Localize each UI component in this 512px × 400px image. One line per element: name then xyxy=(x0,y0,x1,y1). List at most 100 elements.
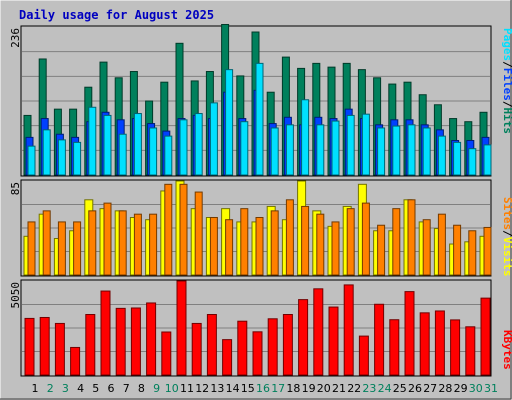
sites-bar xyxy=(453,224,462,276)
x-tick-label: 18 xyxy=(286,382,300,395)
x-tick-label: 30 xyxy=(469,382,483,395)
visits-legend: Sites/Visits xyxy=(501,197,512,277)
legend-sep-3: / xyxy=(501,230,512,237)
sites-bar xyxy=(194,191,203,276)
x-tick-label: 24 xyxy=(378,382,392,395)
kbytes-bar xyxy=(389,319,400,376)
hits-max-tick: 236 xyxy=(9,28,22,48)
sites-bar xyxy=(468,230,477,276)
hits-legend: Pages/Files/Hits xyxy=(501,28,512,134)
pages-bar xyxy=(301,99,310,176)
x-tick-label: 9 xyxy=(153,382,160,395)
x-tick-label: 6 xyxy=(108,382,115,395)
kbytes-bar xyxy=(252,331,263,376)
sites-bar xyxy=(270,210,279,276)
x-axis-labels: 1 2 3 4 5 6 7 8 9 10 11 12 13 14 15 16 17 18 19 20 21 22 23 24 2… xyxy=(32,382,499,395)
sites-bar xyxy=(179,183,188,276)
pages-bar xyxy=(437,135,446,176)
pages-bar xyxy=(103,114,112,176)
kbytes-bar xyxy=(450,319,461,376)
x-tick-label: 12 xyxy=(195,382,209,395)
sites-bar xyxy=(316,213,325,276)
pages-bar xyxy=(88,106,97,176)
x-tick-label: 31 xyxy=(484,382,498,395)
x-tick-label: 21 xyxy=(332,382,346,395)
kbytes-bar xyxy=(100,290,111,376)
pages-bar xyxy=(468,148,477,176)
chart-title: Daily usage for August 2025 xyxy=(19,8,214,22)
pages-bar xyxy=(27,145,36,176)
kbytes-bar xyxy=(419,312,430,376)
kbytes-bar xyxy=(115,307,126,376)
sites-bar xyxy=(149,213,158,276)
pages-bar xyxy=(407,124,416,176)
x-tick-label: 23 xyxy=(362,382,376,395)
legend-kbytes: KBytes xyxy=(501,330,512,370)
sites-bar xyxy=(88,210,97,276)
sites-bar xyxy=(437,213,446,276)
pages-bar xyxy=(73,141,82,176)
pages-bar xyxy=(377,127,386,176)
kbytes-max-tick: 5050 xyxy=(9,282,22,309)
sites-bar xyxy=(103,202,112,276)
x-tick-label: 29 xyxy=(454,382,468,395)
pages-bar xyxy=(392,125,401,176)
pages-bar xyxy=(346,114,355,176)
x-tick-label: 10 xyxy=(165,382,179,395)
x-tick-label: 1 xyxy=(32,382,39,395)
kbytes-bar xyxy=(282,314,293,376)
sites-bar xyxy=(225,219,234,276)
pages-bar xyxy=(194,113,203,176)
x-tick-label: 22 xyxy=(347,382,361,395)
pages-bar xyxy=(422,127,431,176)
kbytes-bar xyxy=(358,335,369,376)
sites-bar xyxy=(407,199,416,276)
pages-bar xyxy=(270,127,279,176)
kbytes-bar xyxy=(54,322,65,376)
pages-bar xyxy=(225,69,234,176)
kbytes-bar xyxy=(130,307,141,376)
kbytes-bar xyxy=(191,322,202,376)
kbytes-bar xyxy=(313,288,324,376)
sites-bar xyxy=(346,208,355,276)
kbytes-bar xyxy=(267,318,278,376)
sites-bar xyxy=(255,216,264,276)
x-tick-label: 15 xyxy=(241,382,255,395)
kbytes-bar xyxy=(328,306,339,376)
x-tick-label: 11 xyxy=(180,382,194,395)
sites-bar xyxy=(377,224,386,276)
x-tick-label: 2 xyxy=(47,382,54,395)
legend-hits: Hits xyxy=(501,108,512,135)
pages-bar xyxy=(240,121,249,176)
bars-layer xyxy=(23,23,492,376)
legend-sep-1: / xyxy=(501,61,512,68)
x-tick-label: 4 xyxy=(77,382,84,395)
sites-bar xyxy=(331,221,340,276)
x-tick-label: 26 xyxy=(408,382,422,395)
sites-bar xyxy=(285,199,294,276)
pages-bar xyxy=(361,113,370,176)
pages-bar xyxy=(483,144,492,176)
x-tick-label: 13 xyxy=(210,382,224,395)
x-tick-label: 7 xyxy=(123,382,130,395)
pages-bar xyxy=(133,113,142,176)
kbytes-bar xyxy=(404,291,415,376)
pages-bar xyxy=(118,133,127,176)
sites-bar xyxy=(73,221,82,276)
sites-bar xyxy=(301,205,310,276)
sites-bar xyxy=(422,219,431,276)
kbytes-panel-frame xyxy=(20,279,492,377)
x-tick-label: 20 xyxy=(317,382,331,395)
sites-bar xyxy=(392,208,401,276)
kbytes-bar xyxy=(237,320,248,376)
legend-visits: Visits xyxy=(501,237,512,277)
pages-bar xyxy=(42,129,51,176)
kbytes-bar xyxy=(85,314,96,376)
pages-bar xyxy=(285,124,294,176)
pages-bar xyxy=(255,62,264,176)
sites-bar xyxy=(164,183,173,276)
pages-bar xyxy=(316,124,325,176)
x-tick-label: 3 xyxy=(62,382,69,395)
x-tick-label: 19 xyxy=(302,382,316,395)
kbytes-bar xyxy=(374,303,385,376)
